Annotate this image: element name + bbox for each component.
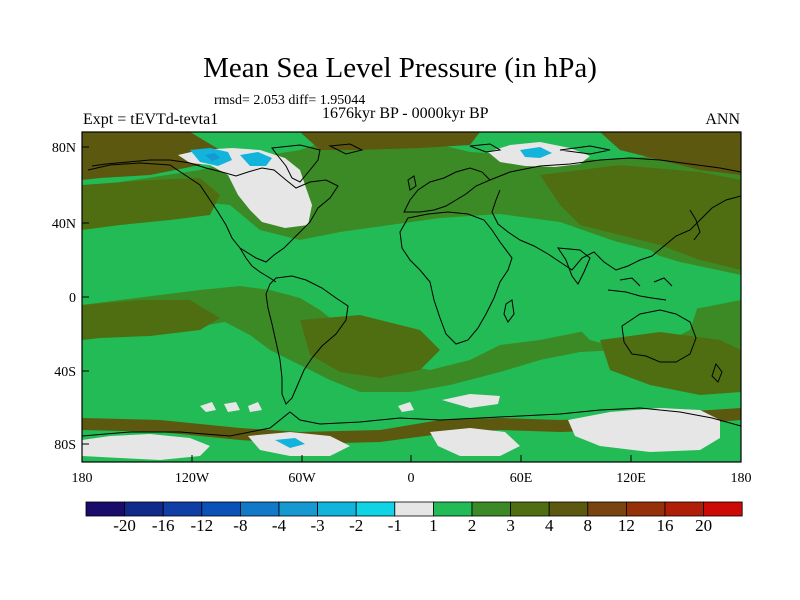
olive-atlantic-south [300,315,440,378]
colorbar-label-5: -3 [310,516,325,535]
olive-band-north-3 [600,132,741,175]
cyan-siberia-patch [520,147,552,158]
colorbar-box-15 [664,501,704,517]
colorbar-box-5 [278,501,318,517]
coast-greenland [271,144,321,183]
coast-arctic-islands [328,143,611,155]
coast-central-america [239,247,277,283]
colorbar-box-12 [548,501,589,517]
coast-indonesia [607,277,673,301]
colorbar-box-14 [626,501,666,517]
colorbar-box-1 [124,501,164,517]
colorbar-boxes [85,501,743,517]
coast-madagascar [503,299,515,323]
coast-japan [689,209,701,241]
x-label-120w: 120W [175,471,210,486]
near-zero-greenland [178,148,312,228]
near-zero-antarctic-west [82,434,210,460]
x-label-60w: 60W [288,471,316,486]
colorbar-label-14: 16 [656,516,674,535]
colorbar-box-11 [510,501,550,517]
colorbar-label-8: 1 [429,516,438,535]
colorbar-box-3 [201,501,241,517]
colorbar-box-9 [432,501,473,517]
axis-labels: 180 120W 60W 0 60E 120E 180 80N 40N 0 40… [52,141,752,486]
season-label: ANN [705,111,740,128]
colorbar-box-10 [471,501,511,517]
blue-greenland-patch [205,153,220,161]
y-label-80n: 80N [52,141,76,156]
coast-africa [399,211,513,345]
y-label-0: 0 [69,291,76,306]
y-label-40n: 40N [52,217,76,232]
rmsd-diff-stats: rmsd= 2.053 diff= 1.95044 [214,93,366,108]
olive-pacific-north [82,178,220,230]
colorbar-label-9: 2 [467,516,477,535]
olive-eurasia-east [540,165,741,270]
colorbar-label-15: 20 [695,516,713,535]
coastlines [82,143,741,437]
colorbar-label-3: -8 [233,516,248,535]
colorbar-label-2: -12 [190,516,214,535]
colorbar-label-6: -2 [349,516,364,535]
colorbar-box-7 [355,501,396,517]
colorbar-box-2 [162,501,203,517]
near-zero-antarctic-mid2 [430,428,520,456]
green-field-atlantic [82,132,741,190]
coast-uk [407,175,417,191]
colorbar-label-10: 3 [506,516,515,535]
coast-europe [403,167,491,213]
colorbar-label-1: -16 [151,516,175,535]
x-label-180e: 180 [731,471,752,486]
x-label-120e: 120E [616,471,646,486]
map-title: Mean Sea Level Pressure (in hPa) [203,52,597,84]
coast-south-america [265,275,349,405]
coast-north-america [87,159,339,263]
green-field-pacific-west [82,238,210,300]
colorbar-box-6 [317,501,357,517]
olive-indian-south [600,332,741,395]
near-zero-antarctic-mid [442,394,500,408]
x-label-180w: 180 [72,471,93,486]
near-zero-southern-speckles [200,402,414,412]
coast-asia [489,157,741,271]
map-plot-area [82,132,741,462]
cyan-antarctic-patch [275,438,305,448]
colorbar-label-11: 4 [544,516,554,535]
colorbar-box-13 [587,501,627,517]
x-label-60e: 60E [510,471,533,486]
olive-southern-ocean [82,408,741,444]
colorbar-label-7: -1 [387,516,402,535]
colorbar-box-0 [85,501,125,517]
coast-australia [621,309,697,363]
y-label-80s: 80S [54,438,76,453]
colorbar-box-4 [239,501,280,517]
x-label-0: 0 [408,471,415,486]
axis-ticks [81,146,742,462]
colorbar-label-4: -4 [271,516,287,535]
cyan-greenland-patch-2 [240,152,272,166]
olive-pacific-south [82,300,220,340]
coast-new-zealand [711,362,723,383]
y-label-40s: 40S [54,365,76,380]
experiment-label: Expt = tEVTd-tevta1 [83,111,219,128]
coast-india [557,247,591,285]
olive-band-north [82,132,220,180]
colorbar-label-13: 12 [617,516,635,535]
green-field-indo [560,240,700,348]
coast-antarctica [82,407,741,437]
colorbar-box-16 [703,501,743,517]
green-field-central [82,200,741,370]
near-zero-antarctic-east [568,408,720,452]
colorbar-label-12: 8 [583,516,593,535]
colorbar-box-8 [394,501,434,517]
colorbar-label-0: -20 [113,516,136,535]
olive-band-north-2 [300,132,480,150]
time-period-label: 1676kyr BP - 0000kyr BP [322,105,489,122]
